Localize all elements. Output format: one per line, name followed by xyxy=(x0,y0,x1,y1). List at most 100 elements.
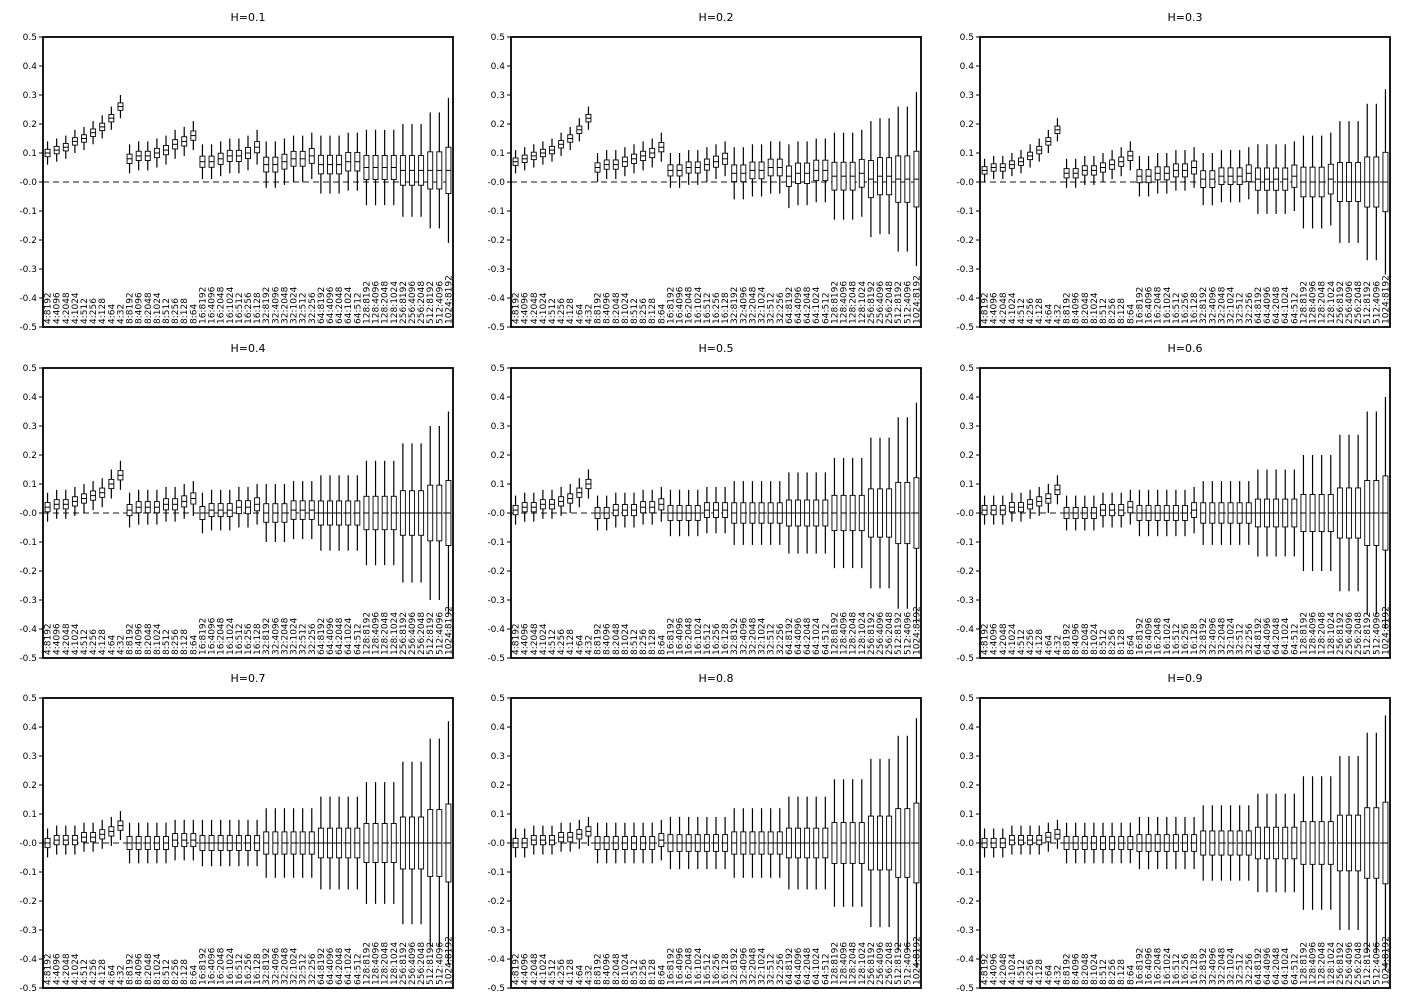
panel-title: H=0.8 xyxy=(699,672,734,685)
x-tick-label: 4:4096 xyxy=(990,292,1000,324)
x-tick-label: 16:4096 xyxy=(208,617,218,655)
x-tick-label: 16:1024 xyxy=(1163,617,1173,655)
x-tick-label: 128:4096 xyxy=(1309,942,1319,985)
x-tick-label: 8:8192 xyxy=(594,292,604,324)
x-tick-label: 1024:8192 xyxy=(912,606,922,655)
x-tick-label: 4:8192 xyxy=(512,623,522,655)
x-tick-label: 4:64 xyxy=(107,304,117,324)
x-tick-label: 4:64 xyxy=(107,965,117,985)
plot-frame xyxy=(979,36,1391,328)
y-tick-label: -0.1 xyxy=(956,868,974,878)
x-tick-label: 8:1024 xyxy=(1090,623,1100,655)
x-tick-label: 256:4096 xyxy=(408,281,418,324)
x-tick-label: 16:512 xyxy=(1172,292,1182,324)
y-tick-label: -0.2 xyxy=(487,236,505,246)
x-tick-label: 16:128 xyxy=(253,623,263,655)
x-tick-label: 16:256 xyxy=(244,953,254,985)
y-tick-label: -0.4 xyxy=(956,294,974,304)
x-tick-label: 32:1024 xyxy=(290,947,300,985)
panel-9: H=0.9 0.5 0.4 0.3 0.2 0.1 -0.0 -0.1 -0.2 -0.3 -0.4… xyxy=(956,672,1391,992)
x-tick-label: 8:512 xyxy=(162,298,172,324)
x-tick-label: 4:4096 xyxy=(521,292,531,324)
x-tick-label: 8:256 xyxy=(171,298,181,324)
panel-5: H=0.5 0.5 0.4 0.3 0.2 0.1 -0.0 -0.1 -0.2 -0.3 -0.4… xyxy=(487,342,922,664)
x-tick-label: 8:1024 xyxy=(621,953,631,985)
panel-2: H=0.2 0.5 0.4 0.3 0.2 0.1 -0.0 -0.1 -0.2 -0.3 -0.4… xyxy=(487,11,922,333)
x-tick-label: 32:256 xyxy=(1245,953,1255,985)
x-tick-label: 256:8192 xyxy=(1336,281,1346,324)
x-tick-label: 16:256 xyxy=(712,623,722,655)
x-tick-label: 8:4096 xyxy=(1072,292,1082,324)
x-tick-label: 4:512 xyxy=(1017,629,1027,655)
x-tick-label: 4:32 xyxy=(116,965,126,985)
y-tick-label: -0.1 xyxy=(19,207,37,217)
x-tick-label: 256:2048 xyxy=(885,281,895,324)
x-tick-label: 128:1024 xyxy=(1327,281,1337,324)
x-tick-label: 128:2048 xyxy=(849,281,859,324)
x-tick-label: 64:512 xyxy=(821,292,831,324)
x-tick-label: 64:2048 xyxy=(803,286,813,324)
y-tick-label: -0.1 xyxy=(19,538,37,548)
x-tick-label: 8:512 xyxy=(1099,629,1109,655)
x-tick-label: 16:256 xyxy=(712,292,722,324)
x-tick-label: 4:256 xyxy=(89,629,99,655)
x-tick-label: 8:8192 xyxy=(126,953,136,985)
x-tick-label: 1024:8192 xyxy=(1381,275,1391,324)
x-tick-label: 64:8192 xyxy=(1254,287,1264,324)
x-tick-label: 8:512 xyxy=(630,629,640,655)
y-tick-label: -0.3 xyxy=(19,596,37,606)
x-tick-label: 512:4096 xyxy=(435,612,445,655)
x-tick-label: 16:128 xyxy=(721,623,731,655)
x-tick-label: 8:4096 xyxy=(1072,623,1082,655)
x-tick-label: 512:4096 xyxy=(903,942,913,985)
x-tick-label: 512:8192 xyxy=(894,942,904,985)
plot-frame xyxy=(42,697,454,989)
x-tick-label: 32:1024 xyxy=(290,286,300,324)
x-tick-label: 4:1024 xyxy=(539,623,549,655)
x-tick-label: 128:8192 xyxy=(362,942,372,985)
y-tick-label: -0.0 xyxy=(956,178,974,188)
x-tick-label: 4:32 xyxy=(1053,304,1063,324)
y-tick-label: 0.4 xyxy=(23,723,38,733)
x-tick-label: 16:256 xyxy=(244,623,254,655)
x-tick-label: 16:512 xyxy=(703,623,713,655)
x-tick-label: 128:2048 xyxy=(1318,942,1328,985)
x-tick-label: 16:4096 xyxy=(1145,617,1155,655)
x-tick-label: 8:2048 xyxy=(612,953,622,985)
x-tick-label: 512:4096 xyxy=(903,281,913,324)
x-tick-label: 4:1024 xyxy=(539,953,549,985)
x-tick-label: 32:2048 xyxy=(748,947,758,985)
x-tick-label: 4:4096 xyxy=(53,623,63,655)
y-tick-label: 0.3 xyxy=(23,752,37,762)
x-tick-label: 64:1024 xyxy=(1281,947,1291,985)
x-tick-label: 8:128 xyxy=(180,629,190,655)
x-tick-label: 8:64 xyxy=(189,965,199,985)
x-tick-label: 64:4096 xyxy=(1263,947,1273,985)
x-tick-label: 16:8192 xyxy=(198,287,208,324)
x-tick-label: 32:4096 xyxy=(1208,947,1218,985)
x-tick-label: 8:2048 xyxy=(612,623,622,655)
y-tick-label: 0.5 xyxy=(960,33,974,43)
x-tick-label: 8:8192 xyxy=(1063,953,1073,985)
x-tick-label: 8:2048 xyxy=(1081,623,1091,655)
x-tick-label: 16:256 xyxy=(1181,292,1191,324)
y-tick-label: 0.5 xyxy=(960,694,974,704)
x-tick-label: 64:512 xyxy=(821,623,831,655)
y-tick-label: 0.1 xyxy=(491,810,505,820)
x-tick-label: 4:1024 xyxy=(71,292,81,324)
y-tick-label: 0.5 xyxy=(960,364,974,374)
x-tick-label: 4:64 xyxy=(575,304,585,324)
x-tick-label: 8:128 xyxy=(180,298,190,324)
y-tick-label: -0.0 xyxy=(19,178,37,188)
x-tick-label: 16:1024 xyxy=(1163,947,1173,985)
y-tick-label: -0.3 xyxy=(487,926,505,936)
x-tick-label: 128:8192 xyxy=(830,612,840,655)
x-tick-label: 32:4096 xyxy=(1208,617,1218,655)
x-tick-label: 8:1024 xyxy=(153,292,163,324)
y-tick-label: -0.1 xyxy=(956,207,974,217)
x-tick-label: 4:8192 xyxy=(981,292,991,324)
x-tick-label: 32:4096 xyxy=(271,617,281,655)
x-tick-label: 32:2048 xyxy=(1217,286,1227,324)
x-tick-label: 64:2048 xyxy=(803,617,813,655)
